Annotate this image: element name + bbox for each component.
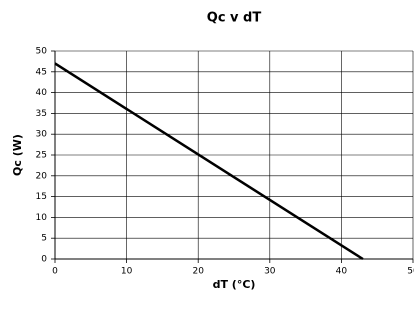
y-tick-label: 15 (36, 192, 47, 202)
x-tick-label: 40 (336, 267, 348, 277)
x-axis-label: dT (°C) (213, 278, 256, 291)
y-tick-label: 45 (36, 67, 47, 77)
x-tick-label: 0 (52, 267, 58, 277)
data-line (54, 62, 364, 261)
y-tick-label: 30 (36, 130, 48, 140)
y-tick-label: 20 (36, 171, 48, 181)
x-tick-label: 20 (192, 267, 204, 277)
y-tick-label: 25 (36, 151, 47, 161)
y-tick-label: 50 (36, 47, 48, 57)
y-tick-label: 35 (36, 109, 47, 119)
x-tick-label: 10 (121, 267, 133, 277)
y-tick-label: 0 (41, 255, 47, 265)
x-tick-label: 30 (264, 267, 276, 277)
y-tick-label: 10 (36, 213, 48, 223)
y-tick-label: 40 (36, 88, 48, 98)
y-axis-label: Qc (W) (11, 134, 24, 176)
x-tick-label: 50 (407, 267, 414, 277)
y-tick-label: 5 (41, 234, 47, 244)
chart-title: Qc v dT (207, 11, 262, 26)
